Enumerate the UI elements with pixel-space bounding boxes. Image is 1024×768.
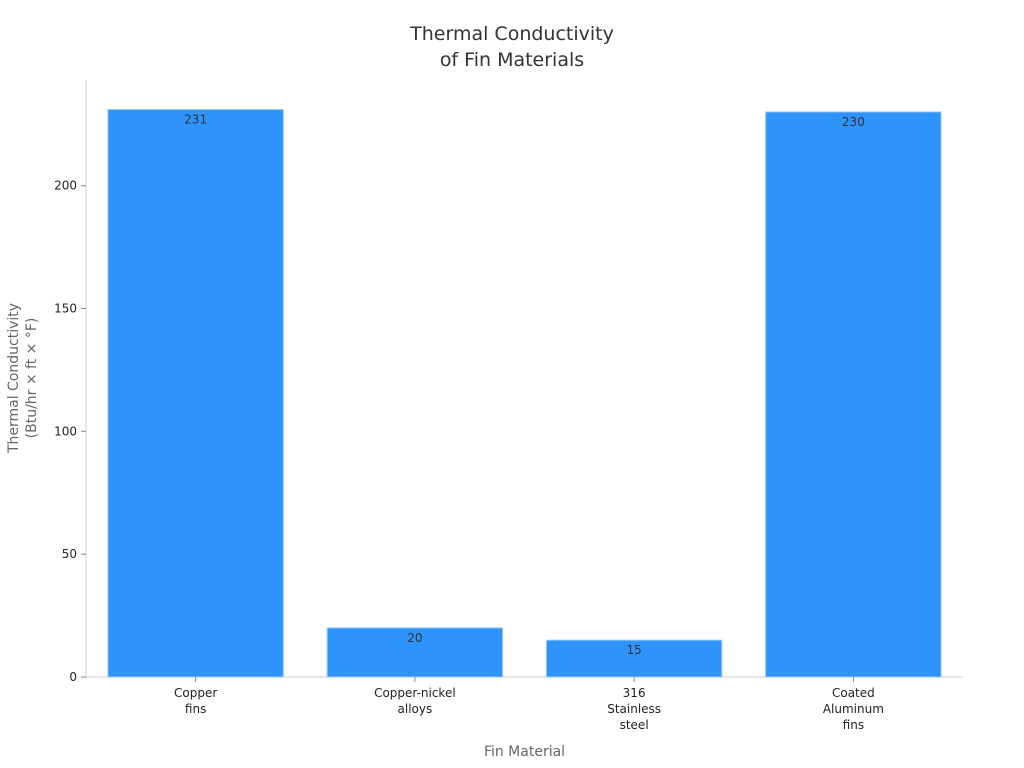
x-tick-label-line: alloys [398, 702, 433, 716]
x-tick-label: Copper-nickel alloys [374, 686, 456, 716]
x-tick-label-line: Stainless [607, 702, 661, 716]
y-tick-label: 0 [69, 670, 77, 684]
x-tick-label-line: 316 [623, 686, 646, 700]
bar-1 [326, 627, 504, 678]
data-label: 230 [842, 115, 865, 129]
y-axis-title-line: (Btu/hr × ft × °F) [24, 318, 40, 439]
y-tick-label: 50 [62, 547, 77, 561]
x-tick-label-line: fins [843, 718, 864, 732]
chart-title-line: Thermal Conductivity [409, 23, 614, 45]
x-tick-label: Copper fins [174, 686, 217, 716]
y-tick-label: 150 [54, 301, 77, 315]
data-label: 231 [184, 112, 207, 126]
x-tick-label-line: Coated [832, 686, 875, 700]
x-tick-label-line: Copper [174, 686, 217, 700]
chart-title: Thermal Conductivity of Fin Materials [409, 23, 614, 71]
x-tick-label: Coated Aluminum fins [823, 686, 884, 732]
x-tick-label-line: Aluminum [823, 702, 884, 716]
x-tick-label: 316 Stainless steel [607, 686, 661, 732]
data-label: 15 [626, 643, 641, 657]
chart-title-line: of Fin Materials [440, 49, 584, 71]
data-label: 20 [407, 631, 422, 645]
y-tick-label: 100 [54, 424, 77, 438]
x-tick-label-line: Copper-nickel [374, 686, 456, 700]
y-axis-title: Thermal Conductivity (Btu/hr × ft × °F) [6, 303, 40, 454]
y-tick-label: 200 [54, 179, 77, 193]
bar-3 [765, 111, 942, 678]
x-tick-label-line: steel [620, 718, 649, 732]
bar-0 [107, 108, 284, 678]
x-tick-label-line: fins [185, 702, 206, 716]
x-axis-title: Fin Material [484, 744, 565, 760]
y-axis-title-line: Thermal Conductivity [6, 303, 22, 454]
